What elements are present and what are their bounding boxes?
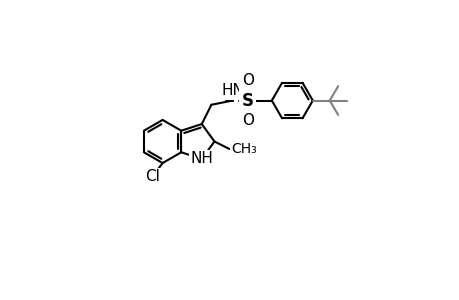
Text: CH₃: CH₃ [230,142,256,156]
Text: HN: HN [221,83,243,98]
Text: O: O [241,113,253,128]
Text: NH: NH [190,152,213,166]
Text: Cl: Cl [145,169,160,184]
Text: S: S [241,92,253,110]
Text: O: O [241,73,253,88]
